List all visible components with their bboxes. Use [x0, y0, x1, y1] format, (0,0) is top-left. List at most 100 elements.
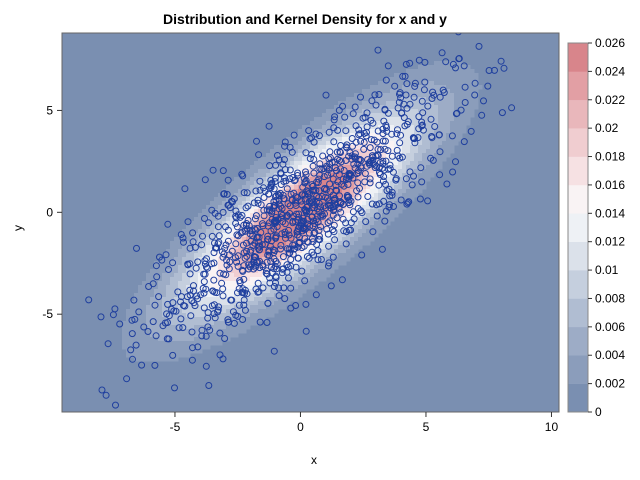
density-cell [446, 105, 451, 110]
density-cell [330, 169, 335, 174]
density-cell [230, 257, 235, 262]
density-cell [178, 333, 183, 338]
scatter-point [281, 295, 289, 303]
scatter-point [329, 175, 337, 183]
density-cell [230, 237, 235, 242]
density-cell [206, 209, 211, 214]
density-cell [474, 101, 479, 106]
scatter-point [230, 195, 238, 203]
density-cell [166, 301, 171, 306]
scatter-point [238, 266, 246, 274]
density-cell [278, 297, 283, 302]
density-cell [266, 233, 271, 238]
density-cell [146, 349, 151, 354]
density-cell [130, 353, 135, 358]
scatter-point [382, 76, 390, 84]
density-cell [266, 305, 271, 310]
scatter-point [280, 265, 287, 273]
density-cell [162, 353, 167, 358]
density-cell [426, 153, 431, 158]
scatter-point [179, 324, 187, 332]
density-cell [446, 77, 451, 82]
density-cell [430, 85, 435, 90]
density-cell [378, 165, 383, 170]
scatter-point [370, 136, 378, 144]
density-cell [410, 193, 415, 198]
density-cell [254, 273, 259, 278]
density-cell [322, 245, 327, 250]
density-cell [174, 285, 179, 290]
density-cell [322, 261, 327, 266]
density-cell [290, 281, 295, 286]
density-cell [266, 249, 271, 254]
density-cell [246, 177, 251, 182]
density-cell [206, 257, 211, 262]
density-cell [278, 213, 283, 218]
density-cell [422, 129, 427, 134]
density-cell [382, 169, 387, 174]
scatter-point [210, 276, 218, 284]
density-cell [390, 209, 395, 214]
scatter-point [149, 280, 157, 288]
scatter-point [346, 149, 354, 157]
scatter-point [340, 167, 348, 174]
density-cell [258, 293, 263, 298]
scatter-point [278, 205, 286, 212]
density-cell [322, 277, 327, 282]
density-cell [454, 85, 459, 90]
density-cell [354, 101, 359, 106]
density-cell [358, 233, 363, 238]
density-cell [390, 141, 395, 146]
density-cell [470, 109, 475, 114]
density-cell [370, 153, 375, 158]
density-cell [398, 209, 403, 214]
density-cell [306, 165, 311, 170]
scatter-point [392, 175, 400, 183]
density-cell [218, 277, 223, 282]
scatter-point [373, 212, 381, 220]
scatter-point [334, 126, 342, 134]
scatter-point [165, 266, 172, 273]
scatter-point [194, 343, 202, 351]
density-cell [426, 145, 431, 150]
density-cell [362, 221, 367, 226]
density-cell [198, 301, 203, 306]
density-cell [282, 249, 287, 254]
density-cell [302, 137, 307, 142]
density-cell [218, 301, 223, 306]
scatter-point [460, 62, 468, 70]
density-cell [442, 97, 447, 102]
density-cell [450, 117, 455, 122]
density-cell [338, 249, 343, 254]
density-cell [294, 269, 299, 274]
density-cell [250, 185, 255, 190]
density-cell [182, 253, 187, 258]
density-cell [310, 261, 315, 266]
density-cell [258, 313, 263, 318]
scatter-point [369, 160, 377, 168]
scatter-point [255, 233, 263, 241]
density-cell [454, 129, 459, 134]
density-cell [342, 241, 347, 246]
scatter-point [379, 130, 387, 138]
density-cell [218, 261, 223, 266]
density-cell [166, 313, 171, 318]
scatter-point [326, 217, 334, 225]
density-cell [314, 281, 319, 286]
density-cell [326, 141, 331, 146]
scatter-point [329, 203, 337, 211]
density-cell [450, 121, 455, 126]
density-cell [166, 297, 171, 302]
density-cell [174, 313, 179, 318]
density-cell [146, 297, 151, 302]
density-cell [386, 129, 391, 134]
density-cell [358, 177, 363, 182]
density-cell [378, 221, 383, 226]
density-cell [326, 117, 331, 122]
density-cell [174, 289, 179, 294]
density-cell [442, 145, 447, 150]
scatter-point [382, 207, 390, 215]
density-cell [186, 261, 191, 266]
density-cell [450, 133, 455, 138]
density-cell [122, 333, 127, 338]
